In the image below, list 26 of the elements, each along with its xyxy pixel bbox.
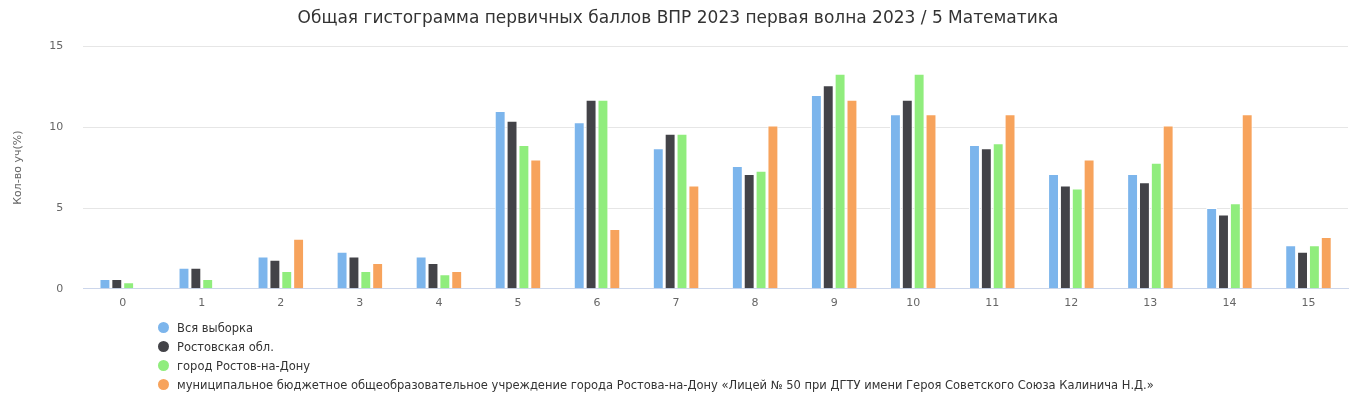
x-tick-label: 10 bbox=[906, 296, 921, 310]
legend-label: Вся выборка bbox=[177, 320, 254, 335]
legend-label: муниципальное бюджетное общеобразовательное учреждение города Ростова-на-Дону «Лицей № 50 при ДГТУ имени Героя Советского Союза Калинича Н.Д.» bbox=[177, 377, 1154, 392]
x-tick-label: 13 bbox=[1143, 296, 1158, 310]
x-tick-label: 12 bbox=[1064, 296, 1079, 310]
legend-label: город Ростов-на-Дону bbox=[177, 358, 311, 373]
y-tick-label: 10 bbox=[49, 120, 64, 134]
x-tick-label: 6 bbox=[593, 296, 601, 310]
x-tick-label: 2 bbox=[277, 296, 285, 310]
y-axis-title: Кол-во уч(%) bbox=[11, 130, 25, 205]
y-tick-label: 15 bbox=[49, 39, 64, 53]
legend-label: Ростовская обл. bbox=[177, 339, 274, 354]
x-tick-label: 1 bbox=[198, 296, 206, 310]
x-tick-label: 7 bbox=[672, 296, 680, 310]
y-tick-label: 5 bbox=[56, 200, 64, 214]
x-tick-label: 0 bbox=[119, 296, 127, 310]
chart-title: Общая гистограмма первичных баллов ВПР 2023 первая волна 2023 / 5 Математика bbox=[297, 6, 1059, 27]
x-tick-label: 15 bbox=[1301, 296, 1316, 310]
x-tick-label: 4 bbox=[435, 296, 443, 310]
x-tick-label: 8 bbox=[751, 296, 759, 310]
x-tick-label: 5 bbox=[514, 296, 522, 310]
x-tick-label: 3 bbox=[356, 296, 364, 310]
x-tick-label: 11 bbox=[985, 296, 1000, 310]
x-tick-label: 14 bbox=[1222, 296, 1237, 310]
x-tick-label: 9 bbox=[830, 296, 838, 310]
y-tick-label: 0 bbox=[56, 281, 64, 295]
